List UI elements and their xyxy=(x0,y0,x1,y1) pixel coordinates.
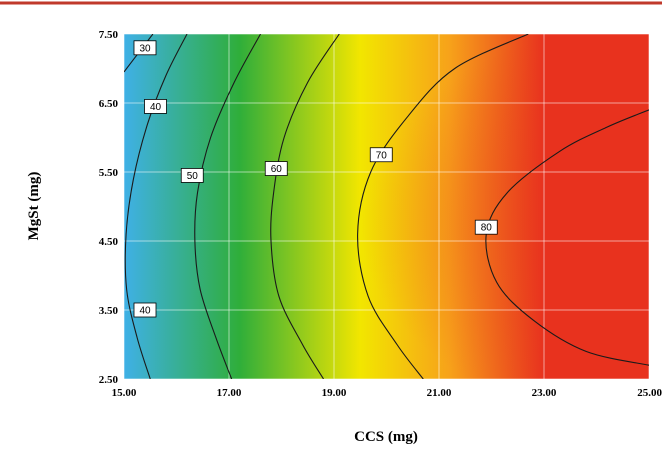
y-axis-ticks: 2.50 3.50 4.50 5.50 6.50 7.50 xyxy=(99,29,119,386)
contour-label-70-5: 70 xyxy=(369,147,393,163)
y-tick-label-4: 6.50 xyxy=(99,98,119,110)
contour-line-70-4 xyxy=(357,34,529,379)
x-tick-label-2: 19.00 xyxy=(322,387,347,399)
heatmap-hotspot xyxy=(124,34,649,379)
contour-label-text: 80 xyxy=(481,223,493,234)
y-tick-label-0: 2.50 xyxy=(99,374,119,386)
x-tick-label-1: 17.00 xyxy=(217,387,242,399)
contour-label-box xyxy=(474,219,498,235)
x-axis-ticks: 15.00 17.00 19.00 21.00 23.00 25.00 xyxy=(112,387,662,399)
contour-label-40-1: 40 xyxy=(144,99,167,114)
plot-area xyxy=(124,34,649,379)
x-tick-label-5: 25.00 xyxy=(637,387,662,399)
contour-labels: 30 40 40 50 60 70 80 xyxy=(133,40,498,318)
x-axis-title: CCS (mg) xyxy=(354,429,418,445)
contour-line-60-3 xyxy=(270,34,340,379)
contour-label-text: 50 xyxy=(187,171,199,182)
contour-line-40-1 xyxy=(124,34,188,379)
y-tick-label-2: 4.50 xyxy=(99,236,119,248)
contour-label-30-0: 30 xyxy=(133,40,157,56)
contour-label-text: 40 xyxy=(150,102,162,113)
contour-label-text: 70 xyxy=(376,150,388,161)
contour-label-60-4: 60 xyxy=(264,161,288,176)
grid-lines xyxy=(124,34,649,379)
x-tick-label-4: 23.00 xyxy=(532,387,557,399)
contour-label-80-6: 80 xyxy=(474,219,498,235)
y-axis-title: MgSt (mg) xyxy=(26,172,42,241)
x-tick-label-3: 21.00 xyxy=(427,387,452,399)
contour-label-40-2: 40 xyxy=(133,302,157,318)
contour-label-text: 40 xyxy=(139,306,151,317)
y-tick-label-1: 3.50 xyxy=(99,305,119,317)
contour-label-box xyxy=(369,147,393,163)
contour-label-text: 30 xyxy=(139,43,151,54)
contour-label-text: 60 xyxy=(271,164,283,175)
y-tick-label-3: 5.50 xyxy=(99,167,119,179)
contour-line-50-2 xyxy=(194,34,261,379)
contour-label-box xyxy=(133,302,157,318)
x-tick-label-0: 15.00 xyxy=(112,387,137,399)
y-tick-label-5: 7.50 xyxy=(99,29,119,41)
contour-label-box xyxy=(264,161,288,176)
contour-label-box xyxy=(133,40,157,56)
contour-label-50-3: 50 xyxy=(180,168,204,183)
contour-label-box xyxy=(144,99,167,114)
contour-label-box xyxy=(180,168,204,183)
